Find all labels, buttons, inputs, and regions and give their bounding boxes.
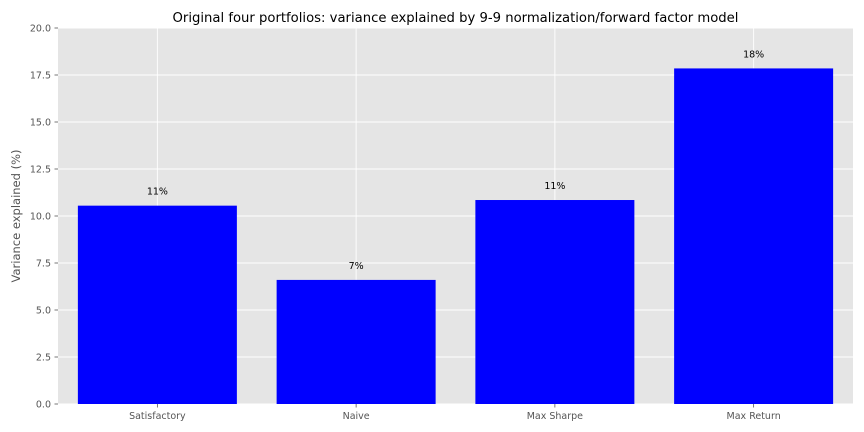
y-tick-label: 10.0 (30, 211, 51, 222)
bar (475, 200, 635, 404)
bar-value-label: 11% (544, 181, 565, 192)
y-tick-label: 2.5 (36, 352, 51, 363)
y-tick-label: 20.0 (30, 23, 51, 34)
x-tick-label: Satisfactory (129, 411, 186, 422)
bar-value-label: 11% (147, 187, 168, 198)
bar (276, 279, 436, 404)
bar (77, 205, 237, 404)
y-tick-label: 15.0 (30, 117, 51, 128)
y-tick-label: 17.5 (30, 70, 51, 81)
data-labels: 11% 7% 11% 18% (147, 49, 764, 272)
chart-title: Original four portfolios: variance expla… (173, 11, 739, 26)
bar-value-label: 7% (349, 261, 364, 272)
x-axis-ticks: Satisfactory Naive Max Sharpe Max Return (129, 404, 781, 422)
y-tick-label: 12.5 (30, 164, 51, 175)
y-axis-label: Variance explained (%) (9, 150, 23, 283)
bar-value-label: 18% (743, 49, 764, 60)
y-tick-label: 5.0 (36, 305, 51, 316)
y-tick-label: 0.0 (36, 399, 51, 410)
y-tick-label: 7.5 (36, 258, 51, 269)
bar-series (77, 68, 834, 405)
y-axis-ticks: 0.0 2.5 5.0 7.5 10.0 12.5 15.0 17.5 20.0 (30, 23, 58, 410)
x-tick-label: Naive (343, 411, 370, 422)
bar (674, 68, 834, 405)
x-tick-label: Max Return (727, 411, 781, 422)
x-tick-label: Max Sharpe (527, 411, 583, 422)
